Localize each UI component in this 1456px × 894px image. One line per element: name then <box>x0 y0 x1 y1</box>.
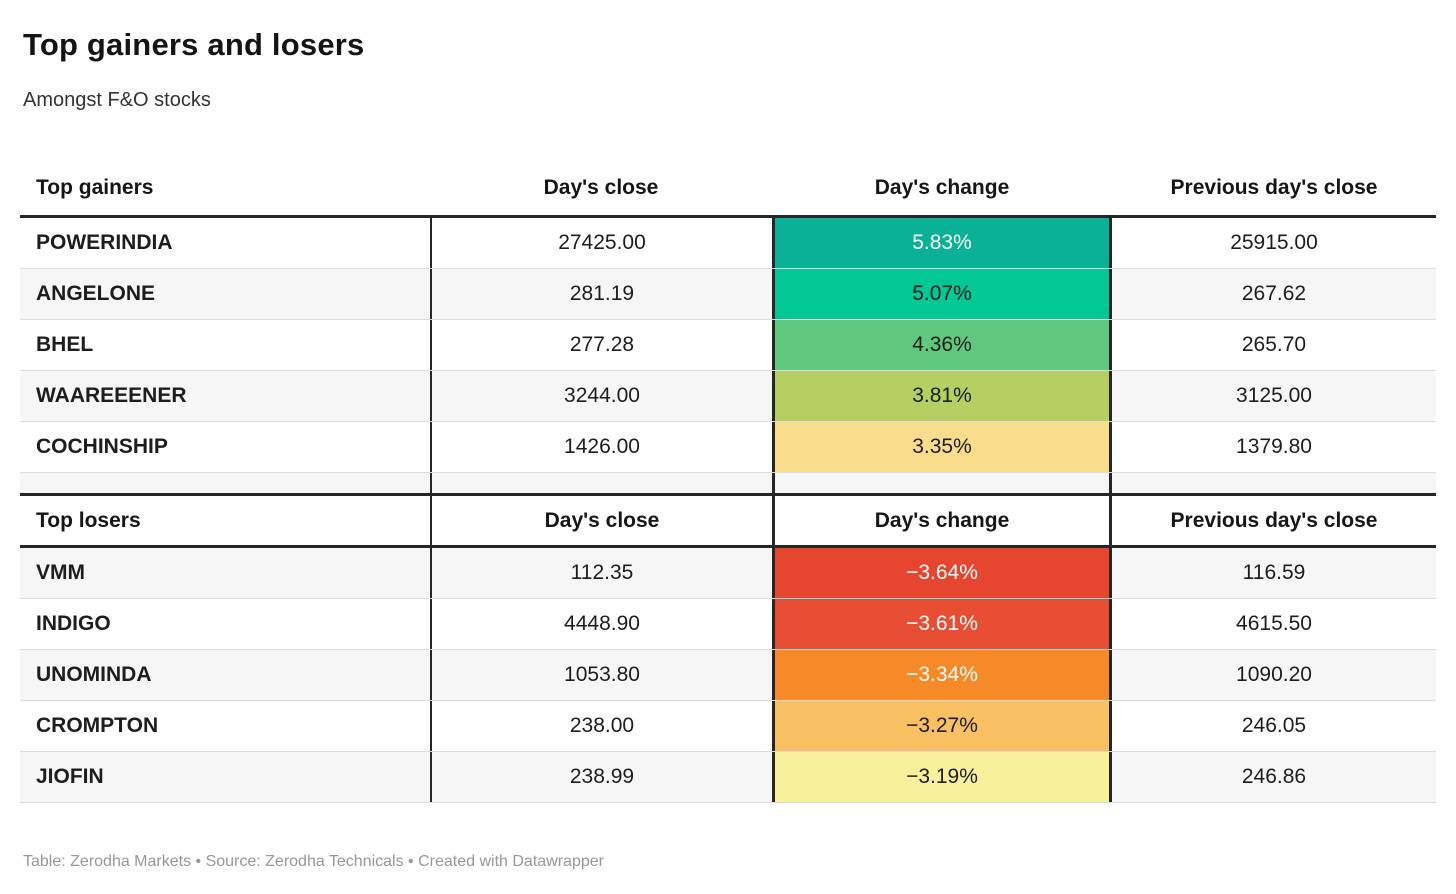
previous-close-value: 1090.20 <box>1236 663 1312 686</box>
days-close-value: 4448.90 <box>430 599 772 649</box>
days-close-value: 1053.80 <box>430 650 772 700</box>
days-change-value: −3.61% <box>772 599 1112 649</box>
days-close-value: 3244.00 <box>430 371 772 421</box>
days-change-value: −3.19% <box>772 752 1112 802</box>
stock-name: VMM <box>36 561 85 584</box>
days-close-value: 112.35 <box>430 548 772 598</box>
previous-close-value: 265.70 <box>1241 333 1307 356</box>
previous-close-value: 25915.00 <box>1230 231 1318 254</box>
column-header-days-change: Day's change <box>874 175 1010 199</box>
column-header-top-losers: Top losers <box>36 508 141 532</box>
losers-header-row: Top losers Day's close Day's change Prev… <box>20 496 1436 548</box>
stock-name: JIOFIN <box>36 765 104 788</box>
stock-name: POWERINDIA <box>36 231 173 254</box>
table-row: INDIGO 4448.90 −3.61% 4615.50 <box>20 599 1436 650</box>
losers-body: VMM 112.35 −3.64% 116.59 INDIGO 4448.90 … <box>20 548 1436 803</box>
stock-name: ANGELONE <box>36 282 156 305</box>
days-close-value: 1426.00 <box>430 422 772 472</box>
days-change-value: 3.35% <box>772 422 1112 472</box>
table-row: WAAREEENER 3244.00 3.81% 3125.00 <box>20 371 1436 422</box>
attribution-footer: Table: Zerodha Markets • Source: Zerodha… <box>23 853 604 870</box>
previous-close-value: 3125.00 <box>1236 384 1312 407</box>
days-close-value: 238.00 <box>430 701 772 751</box>
gainers-losers-table: Top gainers Day's close Day's change Pre… <box>20 160 1436 803</box>
table-section-spacer <box>20 473 1436 496</box>
days-change-value: −3.27% <box>772 701 1112 751</box>
previous-close-value: 246.86 <box>1241 765 1307 788</box>
table-row: VMM 112.35 −3.64% 116.59 <box>20 548 1436 599</box>
stock-name: BHEL <box>36 333 94 356</box>
days-change-value: 3.81% <box>772 371 1112 421</box>
days-change-value: 5.07% <box>772 269 1112 319</box>
stock-name: COCHINSHIP <box>36 435 168 458</box>
previous-close-value: 1379.80 <box>1236 435 1312 458</box>
table-row: ANGELONE 281.19 5.07% 267.62 <box>20 269 1436 320</box>
page-title: Top gainers and losers <box>23 27 365 62</box>
table-row: JIOFIN 238.99 −3.19% 246.86 <box>20 752 1436 803</box>
days-change-value: 4.36% <box>772 320 1112 370</box>
gainers-body: POWERINDIA 27425.00 5.83% 25915.00 ANGEL… <box>20 218 1436 473</box>
stock-name: WAAREEENER <box>36 384 187 407</box>
previous-close-value: 116.59 <box>1242 561 1306 584</box>
stock-name: INDIGO <box>36 612 111 635</box>
previous-close-value: 246.05 <box>1241 714 1307 737</box>
days-close-value: 281.19 <box>430 269 772 319</box>
stock-name: CROMPTON <box>36 714 159 737</box>
table-row: COCHINSHIP 1426.00 3.35% 1379.80 <box>20 422 1436 473</box>
days-close-value: 27425.00 <box>430 218 772 268</box>
table-row: POWERINDIA 27425.00 5.83% 25915.00 <box>20 218 1436 269</box>
stock-name: UNOMINDA <box>36 663 152 686</box>
table-row: BHEL 277.28 4.36% 265.70 <box>20 320 1436 371</box>
days-close-value: 238.99 <box>430 752 772 802</box>
column-header-days-close: Day's close <box>430 496 772 545</box>
column-header-top-gainers: Top gainers <box>36 175 154 199</box>
previous-close-value: 267.62 <box>1241 282 1307 305</box>
column-header-days-change: Day's change <box>772 496 1112 545</box>
gainers-header-row: Top gainers Day's close Day's change Pre… <box>20 160 1436 218</box>
days-close-value: 277.28 <box>430 320 772 370</box>
days-change-value: 5.83% <box>772 218 1112 268</box>
previous-close-value: 4615.50 <box>1236 612 1312 635</box>
days-change-value: −3.34% <box>772 650 1112 700</box>
column-header-previous-days-close: Previous day's close <box>1170 508 1378 532</box>
page-subtitle: Amongst F&O stocks <box>23 89 211 111</box>
column-header-days-close: Day's close <box>543 175 659 199</box>
column-header-previous-days-close: Previous day's close <box>1170 175 1378 199</box>
table-row: UNOMINDA 1053.80 −3.34% 1090.20 <box>20 650 1436 701</box>
table-row: CROMPTON 238.00 −3.27% 246.05 <box>20 701 1436 752</box>
days-change-value: −3.64% <box>772 548 1112 598</box>
